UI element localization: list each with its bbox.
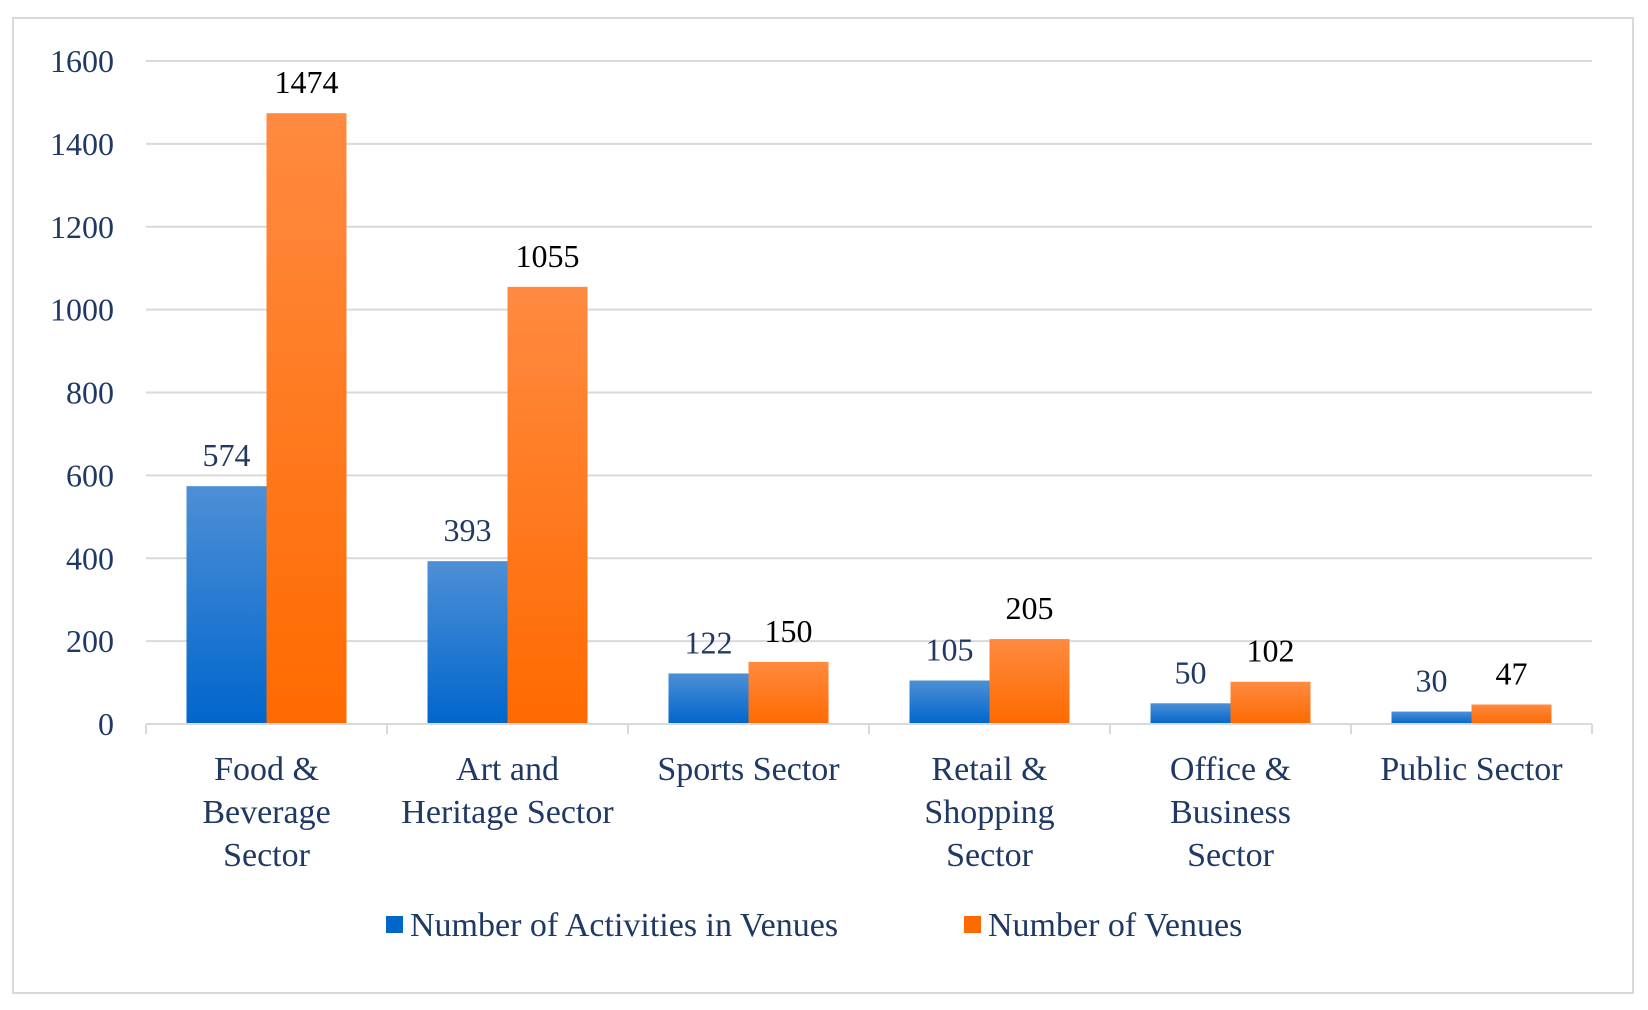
category-label-3: Retail & Shopping Sector [924, 751, 1054, 874]
data-labels: 574 1474 393 1055 122 150 105 205 50 102 30 47 [203, 64, 1528, 698]
bar-activities-2 [668, 673, 749, 724]
data-label-venues-4: 102 [1247, 633, 1295, 669]
bar-activities-4 [1150, 703, 1231, 724]
y-tick-label: 0 [98, 706, 114, 742]
data-label-venues-0: 1474 [275, 64, 339, 100]
y-tick-label: 800 [66, 375, 114, 411]
data-label-activities-0: 574 [203, 437, 251, 473]
category-label-5: Public Sector [1380, 751, 1563, 788]
y-tick-label: 1400 [50, 126, 114, 162]
bar-activities-1 [427, 561, 508, 724]
category-label-1: Art and Heritage Sector [401, 751, 614, 831]
data-label-activities-4: 50 [1175, 654, 1207, 690]
y-axis-ticks: 0 200 400 600 800 1000 1200 1400 1600 [50, 43, 114, 742]
bars [186, 113, 1552, 725]
bar-venues-3 [989, 639, 1070, 724]
data-label-activities-3: 105 [926, 631, 974, 667]
legend-label-venues: Number of Venues [988, 907, 1242, 944]
x-axis [145, 723, 1593, 734]
category-label-4: Office & Business Sector [1170, 751, 1291, 874]
data-label-venues-2: 150 [765, 613, 813, 649]
gridlines [146, 60, 1592, 643]
y-tick-label: 1600 [50, 43, 114, 79]
bar-venues-1 [507, 286, 588, 724]
legend: Number of Activities in Venues Number of … [386, 907, 1242, 944]
data-label-venues-3: 205 [1006, 590, 1054, 626]
legend-swatch-venues [964, 916, 981, 933]
bar-venues-0 [266, 113, 347, 725]
y-tick-label: 1000 [50, 292, 114, 328]
category-labels: Food & Beverage Sector Art and Heritage Sect… [202, 751, 1563, 874]
legend-swatch-activities [386, 916, 403, 933]
bar-venues-5 [1471, 704, 1552, 724]
bar-activities-3 [909, 680, 990, 724]
category-label-0: Food & Beverage Sector [202, 751, 330, 874]
y-tick-label: 1200 [50, 209, 114, 245]
bar-venues-2 [748, 661, 829, 724]
y-tick-label: 600 [66, 457, 114, 493]
data-label-activities-5: 30 [1416, 663, 1448, 699]
legend-label-activities: Number of Activities in Venues [410, 907, 838, 944]
y-tick-label: 200 [66, 623, 114, 659]
data-label-activities-1: 393 [444, 512, 492, 548]
data-label-activities-2: 122 [685, 624, 733, 660]
y-tick-label: 400 [66, 540, 114, 576]
bar-activities-0 [186, 486, 267, 724]
category-label-2: Sports Sector [657, 751, 840, 788]
bar-activities-5 [1391, 711, 1472, 724]
data-label-venues-1: 1055 [516, 238, 580, 274]
data-label-venues-5: 47 [1496, 656, 1528, 692]
bar-venues-4 [1230, 681, 1311, 724]
